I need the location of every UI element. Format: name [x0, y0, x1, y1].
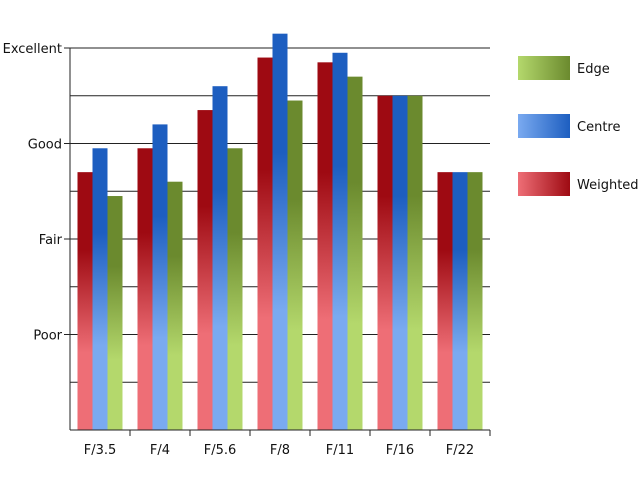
- legend-swatch-centre: [518, 114, 570, 138]
- axis-layer: Poor Fair Good Excellent F/3.5 F/4 F/5.6 F/8 F/1…: [3, 42, 491, 458]
- y-tick-label: Poor: [33, 329, 62, 344]
- bar-edge-4: [347, 76, 363, 431]
- x-tick-label: F/5.6: [204, 443, 237, 458]
- bar-edge-5: [407, 95, 423, 430]
- y-tick-label: Excellent: [3, 42, 62, 57]
- bar-centre-1: [152, 124, 168, 431]
- bar-edge-2: [227, 148, 243, 430]
- legend-swatch-edge: [518, 56, 570, 80]
- y-tick-label: Fair: [39, 233, 63, 248]
- x-tick-label: F/3.5: [84, 443, 117, 458]
- legend-label-weighted: Weighted: [577, 178, 639, 193]
- legend: Edge Centre Weighted: [518, 56, 639, 196]
- bar-centre-2: [212, 86, 228, 430]
- x-tick-label: F/11: [326, 443, 354, 458]
- x-tick-label: F/4: [150, 443, 170, 458]
- bar-weighted-4: [317, 62, 333, 430]
- bar-weighted-0: [77, 172, 93, 430]
- bar-weighted-1: [137, 148, 153, 430]
- bar-centre-4: [332, 52, 348, 431]
- bar-centre-5: [392, 95, 408, 430]
- bar-weighted-3: [257, 57, 273, 431]
- x-tick-label: F/22: [446, 443, 474, 458]
- bar-centre-3: [272, 33, 288, 431]
- bar-weighted-2: [197, 110, 213, 430]
- x-tick-label: F/16: [386, 443, 414, 458]
- bar-centre-6: [452, 172, 468, 430]
- bar-edge-0: [107, 196, 123, 430]
- bar-weighted-5: [377, 95, 393, 430]
- bar-weighted-6: [437, 172, 453, 430]
- bar-centre-0: [92, 148, 108, 430]
- y-tick-label: Good: [28, 138, 62, 153]
- bar-edge-6: [467, 172, 483, 430]
- bars-layer: [77, 33, 483, 431]
- x-tick-label: F/8: [270, 443, 290, 458]
- legend-swatch-weighted: [518, 172, 570, 196]
- bar-edge-1: [167, 181, 183, 430]
- bar-edge-3: [287, 100, 303, 431]
- legend-label-edge: Edge: [577, 62, 610, 77]
- legend-label-centre: Centre: [577, 120, 620, 135]
